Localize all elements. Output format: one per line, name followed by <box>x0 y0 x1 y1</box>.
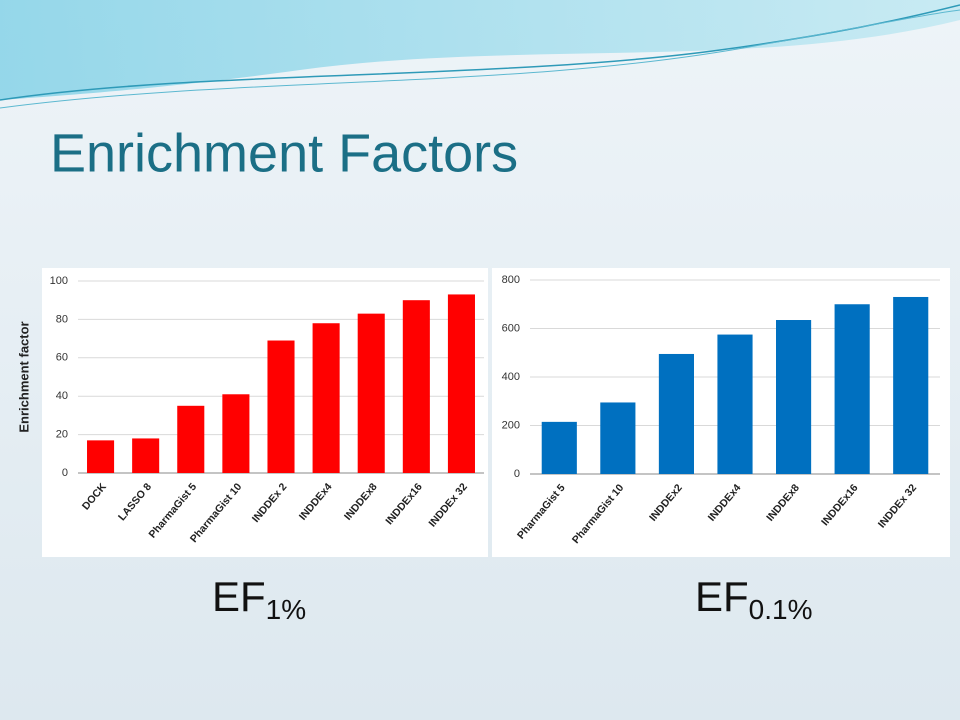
caption: EF0.1% <box>695 573 813 625</box>
bar <box>402 300 430 473</box>
bar <box>312 323 340 473</box>
bar <box>717 334 753 474</box>
bar <box>177 405 205 473</box>
caption-main: EF <box>212 573 266 620</box>
y-axis-label: Enrichment factor <box>16 321 31 432</box>
y-tick-label: 800 <box>502 274 520 286</box>
y-tick-label: 0 <box>62 467 68 479</box>
bar <box>834 304 870 474</box>
y-tick-label: 200 <box>502 419 520 431</box>
caption-sub: 0.1% <box>749 594 813 625</box>
y-tick-label: 0 <box>514 468 520 480</box>
y-tick-label: 400 <box>502 371 520 383</box>
bar <box>541 421 577 474</box>
caption-sub: 1% <box>266 594 306 625</box>
y-tick-label: 100 <box>50 275 68 287</box>
bar <box>222 394 250 473</box>
bar <box>132 438 160 473</box>
y-tick-label: 80 <box>56 313 68 325</box>
bar <box>600 402 636 474</box>
slide-title: Enrichment Factors <box>50 123 518 183</box>
bar <box>357 313 385 473</box>
bar <box>447 294 475 473</box>
caption-main: EF <box>695 573 749 620</box>
caption: EF1% <box>212 573 306 625</box>
bar <box>87 440 115 473</box>
y-tick-label: 40 <box>56 390 68 402</box>
bar <box>776 320 812 474</box>
bar <box>267 340 295 473</box>
bar <box>658 353 694 474</box>
y-tick-label: 20 <box>56 429 68 441</box>
wave-line <box>0 9 960 109</box>
y-tick-label: 600 <box>502 322 520 334</box>
header-wave <box>0 0 960 100</box>
bar <box>893 296 929 474</box>
y-tick-label: 60 <box>56 352 68 364</box>
